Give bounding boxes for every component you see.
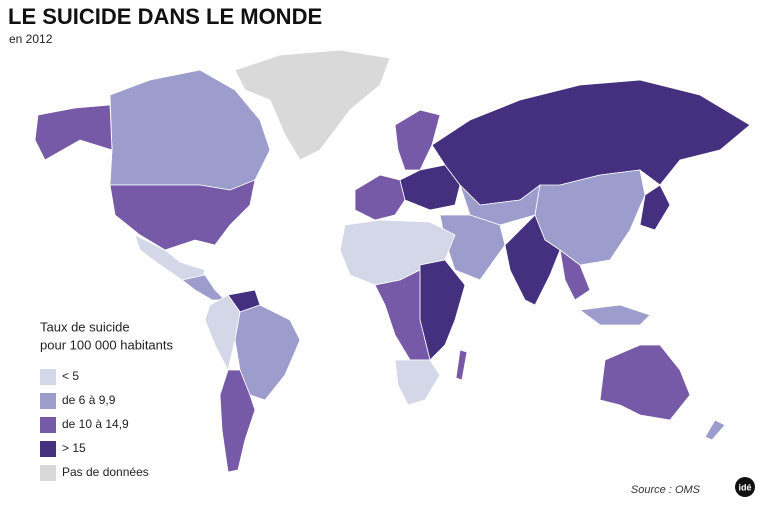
subtitle: en 2012: [9, 32, 53, 46]
scandinavia: [394, 109, 441, 171]
legend-swatch: [40, 465, 56, 481]
eastern-europe: [399, 164, 461, 211]
western-europe: [354, 174, 406, 221]
legend-label: < 5: [62, 369, 79, 383]
legend-swatch: [40, 369, 56, 385]
alaska: [34, 104, 113, 161]
logo: idé: [738, 482, 751, 492]
legend-label: de 10 à 14,9: [62, 417, 129, 431]
legend-label: de 6 à 9,9: [62, 393, 116, 407]
east-africa: [419, 259, 466, 361]
southeast-asia: [559, 249, 591, 301]
source: Source : OMS: [631, 484, 701, 496]
central-america: [181, 274, 226, 301]
legend: < 5 de 6 à 9,9 de 10 à 14,9 > 15 Pas de donn…: [40, 369, 149, 481]
logo-badge: [735, 477, 755, 497]
legend-label: Pas de données: [62, 465, 149, 479]
australia: [599, 344, 691, 421]
legend-title: pour 100 000 habitants: [40, 337, 173, 352]
legend-swatch: [40, 393, 56, 409]
legend-swatch: [40, 441, 56, 457]
argentina-chile: [219, 369, 256, 473]
madagascar: [455, 349, 468, 381]
title: LE SUICIDE DANS LE MONDE: [8, 4, 322, 29]
southern-africa: [394, 359, 441, 406]
legend-swatch: [40, 417, 56, 433]
korea-japan: [639, 184, 671, 231]
canada: [109, 69, 271, 191]
india: [504, 214, 561, 306]
world-map: [34, 49, 751, 473]
usa: [109, 179, 256, 251]
legend-title: Taux de suicide: [40, 319, 130, 334]
new-zealand: [704, 419, 726, 441]
legend-label: > 15: [62, 441, 86, 455]
brazil: [234, 304, 301, 401]
colombia-peru: [204, 294, 241, 372]
indonesia: [578, 304, 651, 326]
greenland: [234, 49, 391, 161]
